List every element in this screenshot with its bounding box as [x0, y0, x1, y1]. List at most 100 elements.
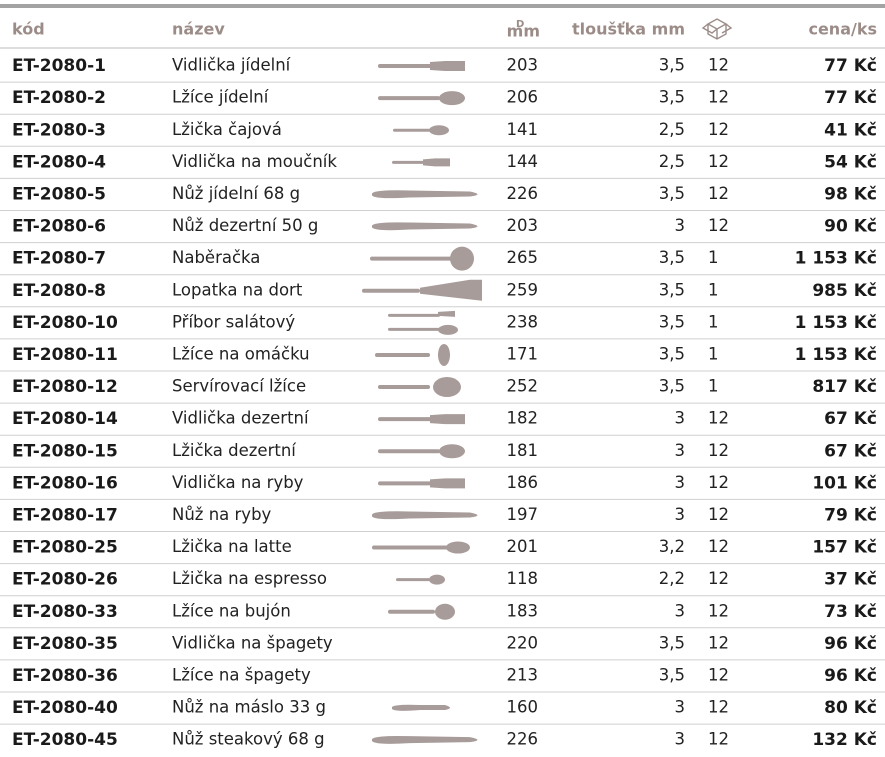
cutlery-icon	[378, 478, 465, 489]
thickness: 3,2	[659, 537, 685, 556]
thickness: 2,5	[659, 120, 685, 139]
cutlery-icon	[372, 735, 478, 744]
length: 144	[507, 152, 539, 171]
code: ET-2080-14	[12, 409, 118, 429]
handle	[378, 385, 430, 390]
thickness: 3,5	[659, 377, 685, 396]
cutlery-icon	[372, 222, 478, 231]
quantity: 12	[708, 633, 729, 652]
thickness: 3,5	[659, 248, 685, 267]
handle	[378, 449, 440, 454]
cutlery-icon	[375, 343, 450, 366]
price: 54 Kč	[824, 152, 877, 172]
cutlery-icon	[378, 91, 465, 106]
quantity: 12	[708, 698, 729, 717]
header-name: název	[172, 20, 225, 39]
price: 77 Kč	[824, 56, 877, 76]
code: ET-2080-12	[12, 377, 118, 397]
name: Vidlička jídelní	[172, 56, 292, 75]
code: ET-2080-17	[12, 505, 118, 525]
blade	[420, 279, 482, 301]
price: 80 Kč	[824, 698, 877, 718]
length: 259	[507, 280, 539, 299]
name: Naběračka	[172, 248, 260, 267]
thickness: 3	[675, 473, 686, 492]
box-icon	[701, 18, 733, 40]
name: Lžička na latte	[172, 537, 292, 556]
quantity: 12	[708, 184, 729, 203]
price: 1 153 Kč	[795, 345, 877, 365]
blade	[372, 222, 478, 231]
cutlery-icon	[372, 541, 470, 554]
tines	[423, 158, 450, 167]
length: 141	[507, 120, 539, 139]
length: 182	[507, 409, 539, 428]
thickness: 3,5	[659, 633, 685, 652]
price: 67 Kč	[824, 409, 877, 429]
name: Nůž dezertní 50 g	[172, 216, 318, 235]
length: 186	[507, 473, 539, 492]
code: ET-2080-45	[12, 730, 118, 750]
thickness: 3,5	[659, 344, 685, 363]
length: 226	[507, 184, 539, 203]
code: ET-2080-36	[12, 666, 118, 686]
length: 252	[507, 377, 539, 396]
thickness: 3	[675, 441, 686, 460]
header-code: kód	[12, 20, 45, 39]
handle	[392, 160, 425, 164]
code: ET-2080-3	[12, 120, 106, 140]
handle	[388, 313, 440, 317]
code: ET-2080-6	[12, 217, 106, 237]
price: 96 Kč	[824, 634, 877, 654]
handle	[378, 64, 432, 69]
length: 118	[507, 569, 539, 588]
code: ET-2080-7	[12, 249, 106, 269]
bowl	[446, 541, 470, 554]
code: ET-2080-25	[12, 538, 118, 558]
name: Lžička na espresso	[172, 569, 327, 588]
length: 201	[507, 537, 539, 556]
length: 213	[507, 665, 539, 684]
header-price: cena/ks	[808, 20, 877, 39]
name: Servírovací lžíce	[172, 377, 306, 396]
code: ET-2080-2	[12, 88, 106, 108]
thickness: 3,5	[659, 312, 685, 331]
bowl	[435, 603, 455, 620]
quantity: 12	[708, 409, 729, 428]
bowl	[429, 574, 445, 585]
quantity: 12	[708, 537, 729, 556]
code: ET-2080-40	[12, 698, 118, 718]
header-length-sup: D	[516, 19, 524, 30]
cutlery-icon	[378, 414, 465, 425]
name: Nůž steakový 68 g	[172, 730, 325, 749]
bowl	[433, 377, 461, 398]
blade	[372, 190, 478, 199]
length: 160	[507, 698, 539, 717]
bowl	[438, 343, 450, 366]
price: 96 Kč	[824, 666, 877, 686]
price: 98 Kč	[824, 184, 877, 204]
handle	[375, 352, 430, 357]
thickness: 3	[675, 409, 686, 428]
name: Příbor salátový	[172, 312, 295, 331]
price: 817 Kč	[812, 377, 877, 397]
length: 206	[507, 88, 539, 107]
handle	[396, 578, 430, 582]
name: Nůž na ryby	[172, 505, 272, 524]
cutlery-icon	[392, 704, 450, 711]
price: 79 Kč	[824, 505, 877, 525]
quantity: 12	[708, 216, 729, 235]
price: 157 Kč	[812, 538, 877, 558]
length: 181	[507, 441, 539, 460]
name: Lžíce na špagety	[172, 665, 311, 684]
cutlery-icon	[388, 310, 458, 335]
name: Vidlička na moučník	[172, 152, 337, 171]
tines	[430, 414, 465, 425]
length: 203	[507, 216, 539, 235]
name: Nůž na máslo 33 g	[172, 698, 326, 717]
cutlery-icon	[396, 574, 445, 585]
bowl	[429, 125, 449, 136]
thickness: 3	[675, 698, 686, 717]
length: 226	[507, 730, 539, 749]
cutlery-icon	[372, 190, 478, 199]
